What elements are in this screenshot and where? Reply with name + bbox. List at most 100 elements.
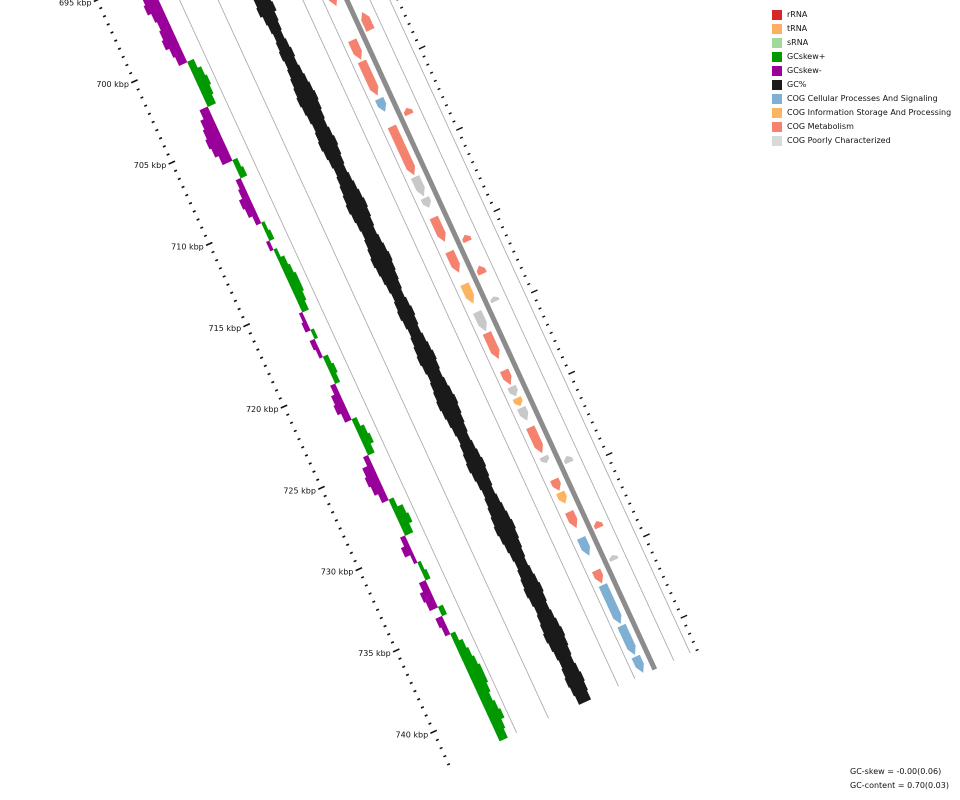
outer-ring-tick [429,71,434,74]
legend-swatch [772,10,782,20]
axis-minor-tick [181,185,185,189]
gene-feature-arrow [429,215,446,242]
outer-ring-tick [485,193,490,196]
gc-percent-bar [493,518,516,537]
legend-item: rRNA [772,8,951,22]
axis-minor-tick [203,234,208,238]
gc-skew-bar [491,718,506,733]
outer-ring-tick [620,486,624,489]
gene-feature-arrow [593,520,604,530]
axis-major-tick [130,79,138,84]
gene-feature-arrow [420,196,432,208]
outer-ring-tick [695,648,699,652]
axis-minor-tick [289,421,294,425]
axis-minor-tick [121,55,125,59]
outer-ring-tick [497,217,501,221]
gc-skew-bar [363,454,373,467]
gc-percent-bar [574,689,592,705]
axis-minor-tick [143,104,148,108]
gc-skew-bar [156,17,171,32]
outer-ring-tick [515,258,520,261]
outer-ring-tick [657,567,662,570]
gc-percent-bar [345,197,368,215]
legend-label: tRNA [787,24,808,33]
axis-minor-tick [345,543,350,547]
gc-skew-bar [289,280,304,295]
gc-percent-bar [397,305,416,322]
gc-percent-bar [536,609,556,625]
gene-feature-arrow [482,331,500,359]
legend-swatch [772,66,782,76]
axis-tick-label: 720 kbp [246,405,279,414]
axis-minor-tick [439,746,443,750]
gc-percent-bar [339,180,358,196]
gc-percent-bar [490,510,511,528]
track-guide-line [369,0,675,661]
gc-skew-bar [330,383,340,396]
outer-ring-tick [549,331,553,335]
gc-skew-stat: GC-skew = -0.00(0.06) [850,767,942,776]
gc-percent-bar [301,99,322,117]
gc-percent-bar [446,412,465,429]
gene-feature-arrow [410,174,425,197]
gc-percent-bar [253,0,272,9]
gene-feature-arrow [348,38,362,60]
axis-minor-tick [368,592,372,595]
gc-skew-bar [466,663,484,679]
outer-ring-tick [414,38,419,42]
axis-tick-label: 715 kbp [209,324,242,333]
gc-percent-bar [553,644,572,661]
gc-skew-bar [244,204,258,218]
outer-ring-tick [598,437,602,440]
gc-percent-bar [306,108,325,125]
axis-minor-tick [409,681,413,685]
gc-skew-bar [355,424,369,438]
gc-skew-bar [298,312,307,323]
axis-major-tick [93,0,99,3]
gc-skew-bar [202,124,221,140]
map-content: 695 kbp 700 kbp 705 kbp 710 kbp 715 kbp 720 k… [59,0,699,766]
axis-minor-tick [424,714,428,717]
outer-ring-tick [411,30,415,34]
gc-skew-bar [161,35,180,51]
outer-ring-tick [407,22,411,26]
gc-skew-bar [252,213,262,226]
gc-skew-bar [238,186,249,200]
outer-ring-tick [575,388,580,392]
outer-ring-tick [661,575,666,579]
legend-item: GC% [772,78,951,92]
gc-percent-bar [520,573,539,590]
gc-skew-bar [388,497,398,510]
axis-minor-tick [110,31,114,34]
gc-skew-bar [340,410,352,423]
track-guide-line [179,0,518,734]
gene-feature-arrow [563,455,574,465]
gene-feature-arrow [631,654,644,673]
gc-skew-bar [458,647,473,661]
axis-minor-tick [435,738,440,742]
gc-percent-bar [267,20,282,35]
axis-minor-tick [147,112,152,116]
legend-label: GCskew- [787,66,822,75]
legend-label: COG Information Storage And Processing [787,108,952,117]
gc-percent-bar [421,358,440,375]
track-guide-line [389,0,691,654]
gc-skew-bar [435,615,447,629]
axis-minor-tick [263,364,268,368]
outer-ring-tick [631,510,636,514]
track-guide-line [217,0,549,719]
axis-minor-tick [177,177,181,181]
axis-tick-label: 695 kbp [59,0,92,8]
axis-minor-tick [364,584,368,587]
gene-feature-arrow [517,405,529,421]
gc-percent-bar [364,233,383,250]
track-guide-line [322,0,636,679]
gc-skew-bar [236,166,248,179]
axis-minor-tick [274,388,279,392]
outer-ring-tick [418,45,426,50]
outer-ring-tick [669,591,673,595]
gc-percent-bar [323,144,342,161]
axis-minor-tick [125,63,129,67]
outer-ring-tick [403,14,407,18]
gc-skew-bar [421,568,431,581]
